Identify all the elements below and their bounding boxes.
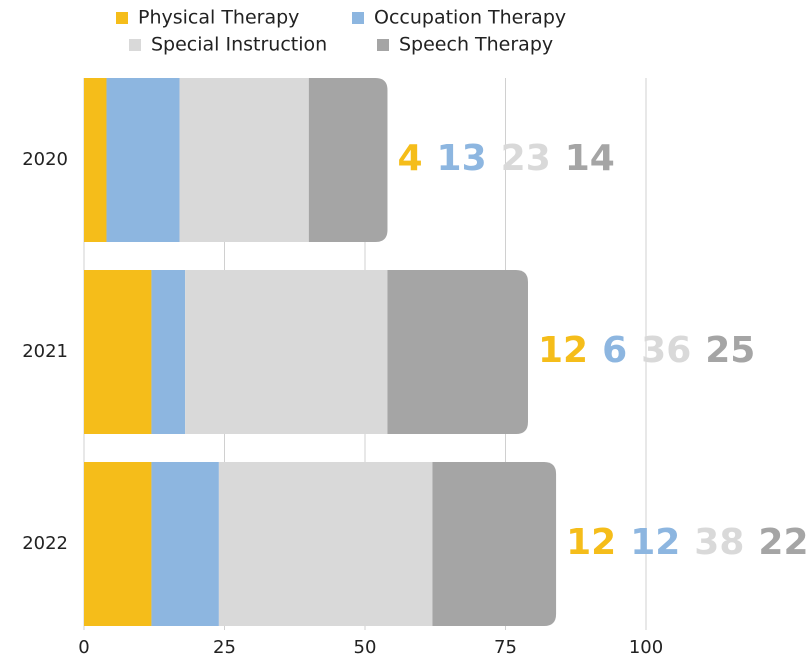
data-label: 12 xyxy=(538,330,588,371)
x-tick-label: 100 xyxy=(629,637,663,658)
data-label: 25 xyxy=(705,330,755,371)
bar-segment xyxy=(179,78,309,242)
y-tick-label: 2022 xyxy=(22,533,68,554)
bar-segment xyxy=(432,462,557,626)
bar-segment xyxy=(387,270,528,434)
x-tick-label: 0 xyxy=(78,637,89,658)
legend-swatch xyxy=(129,39,141,51)
data-label: 14 xyxy=(565,138,615,179)
y-tick-label: 2021 xyxy=(22,341,68,362)
legend-label: Occupation Therapy xyxy=(374,7,566,29)
bar-segment xyxy=(218,462,433,626)
bar-segment xyxy=(106,78,180,242)
bar-segment xyxy=(84,270,152,434)
data-label: 23 xyxy=(501,138,551,179)
x-tick-label: 50 xyxy=(354,637,377,658)
bar-segment xyxy=(84,78,107,242)
data-label: 38 xyxy=(694,522,744,563)
legend-label: Physical Therapy xyxy=(138,7,299,29)
bar-segment xyxy=(151,270,186,434)
legend-label: Special Instruction xyxy=(151,34,327,56)
data-label: 12 xyxy=(630,522,680,563)
x-tick-label: 25 xyxy=(213,637,236,658)
bar-segment xyxy=(84,462,152,626)
bar-segment xyxy=(151,462,219,626)
data-label: 22 xyxy=(758,522,808,563)
x-tick-label: 75 xyxy=(494,637,517,658)
bar-segment xyxy=(185,270,388,434)
bar-segment xyxy=(308,78,388,242)
y-tick-label: 2020 xyxy=(22,149,68,170)
data-label: 12 xyxy=(566,522,616,563)
legend-swatch xyxy=(352,12,364,24)
data-label: 13 xyxy=(437,138,487,179)
legend-swatch xyxy=(116,12,128,24)
data-label: 6 xyxy=(602,330,627,371)
data-label: 4 xyxy=(397,138,422,179)
legend-label: Speech Therapy xyxy=(399,34,553,56)
legend-swatch xyxy=(377,39,389,51)
data-label: 36 xyxy=(641,330,691,371)
